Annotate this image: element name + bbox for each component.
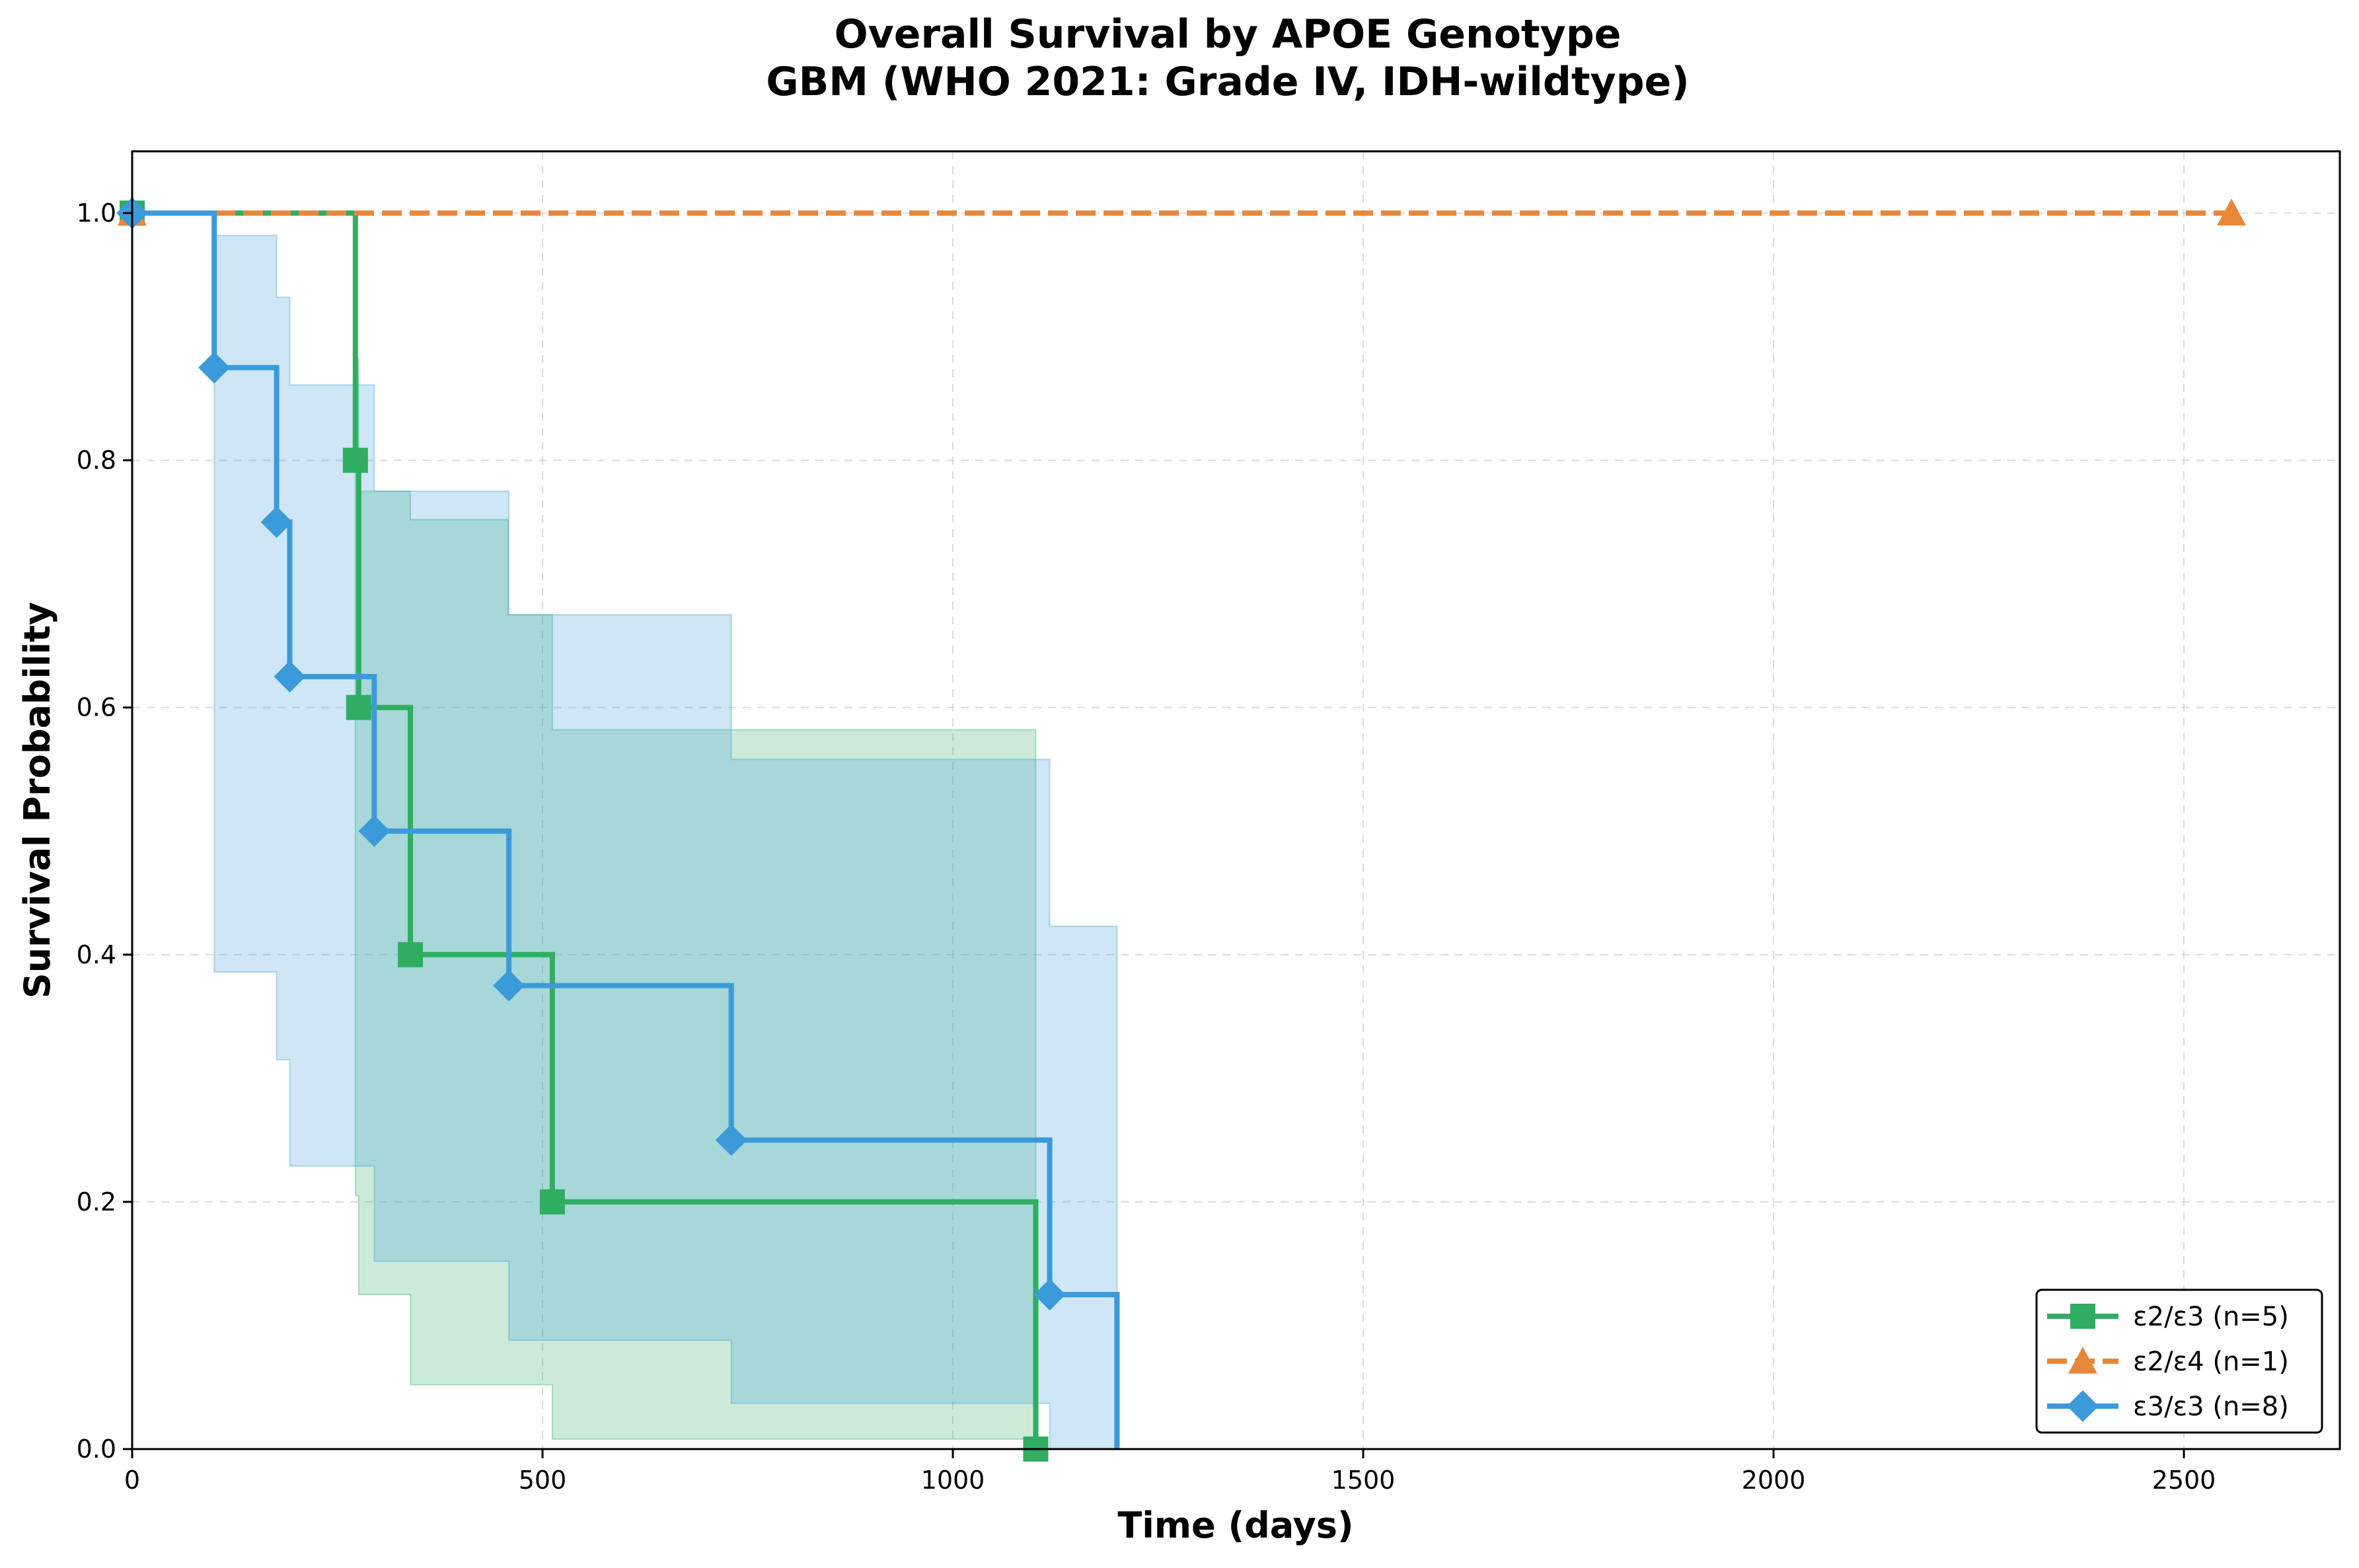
legend-box bbox=[2035, 1288, 2323, 1434]
data-point-marker bbox=[274, 660, 306, 692]
legend-marker-series-0 bbox=[2070, 1304, 2095, 1329]
data-point-marker bbox=[493, 969, 525, 1002]
chart-title-line2: GBM (WHO 2021: Grade IV, IDH-wildtype) bbox=[766, 59, 1689, 105]
data-point-marker bbox=[715, 1124, 747, 1156]
data-point-marker bbox=[1033, 1279, 1066, 1311]
x-tick-label: 0 bbox=[124, 1466, 140, 1495]
survival-line-series-0 bbox=[132, 210, 1039, 1449]
y-tick-label: 0.8 bbox=[77, 446, 116, 475]
data-point-marker bbox=[539, 1189, 565, 1214]
data-point-marker bbox=[398, 942, 424, 967]
data-point-marker bbox=[346, 694, 371, 720]
legend-label-series-2: ε3/ε3 (n=8) bbox=[2133, 1392, 2289, 1422]
legend-marker-series-2 bbox=[2067, 1390, 2099, 1422]
tick-layer: 0 500 1000 1500 2000 2500 0.0 0.2 0.4 0.6 0.8 1.0 bbox=[77, 199, 2216, 1495]
legend-marker-series-1 bbox=[2068, 1347, 2097, 1374]
chart-title-line1: Overall Survival by APOE Genotype bbox=[835, 11, 1622, 57]
x-tick-label: 500 bbox=[519, 1466, 567, 1495]
ci-band-series-0 bbox=[354, 358, 1037, 1440]
y-tick-label: 0.4 bbox=[77, 940, 116, 969]
data-point-marker bbox=[358, 815, 391, 847]
legend-label-series-0: ε2/ε3 (n=5) bbox=[2133, 1302, 2289, 1332]
y-axis-label: Survival Probability bbox=[17, 602, 58, 998]
data-point-marker bbox=[260, 506, 293, 539]
x-axis-label: Time (days) bbox=[1117, 1505, 1353, 1546]
legend-label-series-1: ε2/ε4 (n=1) bbox=[2133, 1347, 2289, 1377]
y-tick-label: 0.0 bbox=[77, 1435, 116, 1464]
x-tick-label: 2000 bbox=[1742, 1466, 1806, 1495]
x-tick-label: 1500 bbox=[1331, 1466, 1396, 1495]
y-tick-label: 0.6 bbox=[77, 693, 116, 722]
x-tick-label: 1000 bbox=[921, 1466, 985, 1495]
x-tick-label: 2500 bbox=[2152, 1466, 2216, 1495]
data-point-marker bbox=[198, 352, 231, 384]
marker-layer bbox=[116, 197, 2247, 1462]
y-tick-label: 1.0 bbox=[77, 199, 116, 228]
y-tick-label: 0.2 bbox=[77, 1187, 116, 1216]
data-point-marker bbox=[2217, 198, 2247, 226]
plot-frame bbox=[131, 150, 2341, 1450]
data-point-marker bbox=[342, 447, 368, 473]
legend: ε2/ε3 (n=5) ε2/ε4 (n=1) ε3/ε3 (n=8) bbox=[2035, 1288, 2323, 1434]
